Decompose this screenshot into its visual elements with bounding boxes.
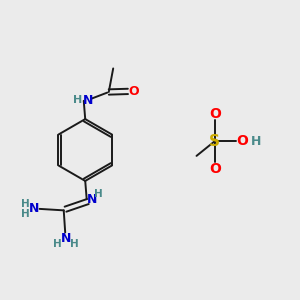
Text: N: N xyxy=(83,94,93,107)
Text: O: O xyxy=(128,85,139,98)
Text: H: H xyxy=(70,238,78,249)
Text: H: H xyxy=(21,199,30,208)
Text: O: O xyxy=(209,107,221,121)
Text: N: N xyxy=(61,232,71,245)
Text: H: H xyxy=(21,209,30,219)
Text: N: N xyxy=(29,202,40,215)
Text: H: H xyxy=(73,95,82,105)
Text: O: O xyxy=(236,134,248,148)
Text: O: O xyxy=(209,161,221,176)
Text: N: N xyxy=(87,193,97,206)
Text: S: S xyxy=(209,134,220,149)
Text: H: H xyxy=(94,189,102,199)
Text: H: H xyxy=(52,238,61,249)
Text: H: H xyxy=(251,135,261,148)
